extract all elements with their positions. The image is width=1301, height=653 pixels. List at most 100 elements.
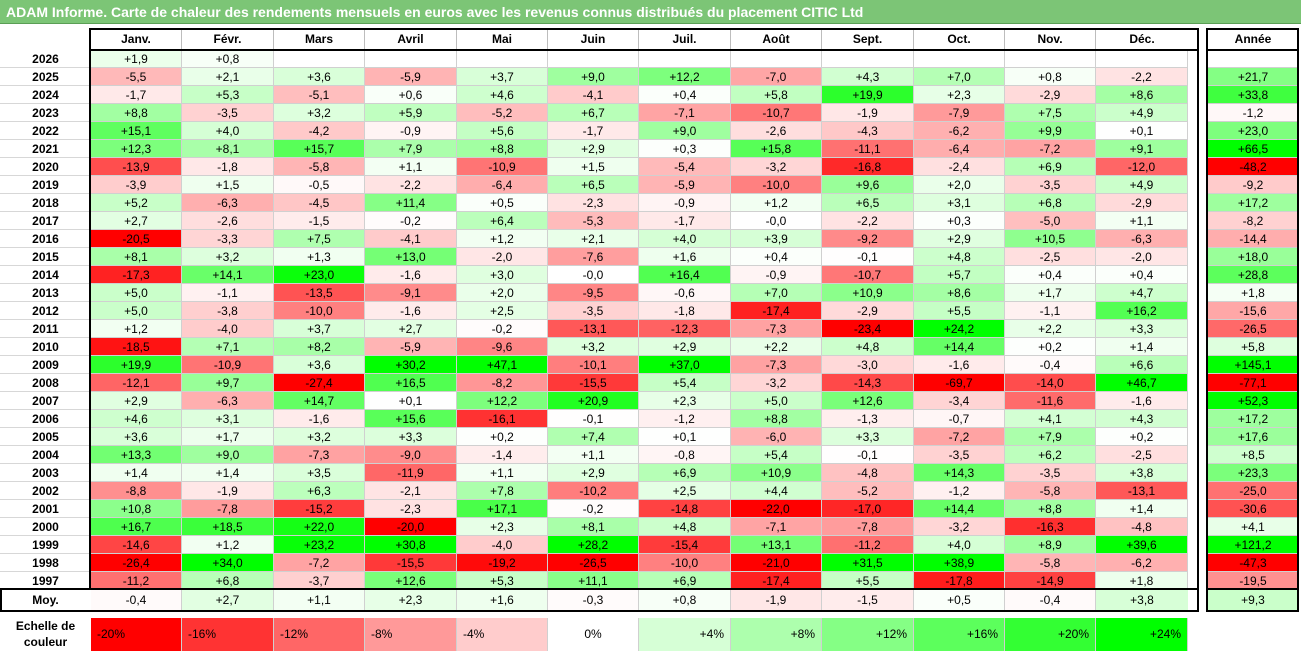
heatmap-cell: -3,5 (1005, 176, 1096, 194)
average-annual-cell: +9,3 (1208, 590, 1298, 611)
heatmap-cell: -6,0 (731, 428, 822, 446)
heatmap-cell: -15,2 (274, 500, 365, 518)
average-cell: +0,8 (639, 590, 731, 611)
heatmap-cell: -7,3 (731, 356, 822, 374)
heatmap-cell (457, 50, 548, 68)
heatmap-cell: -1,6 (914, 356, 1005, 374)
color-scale-swatch: +4% (639, 618, 731, 651)
year-label: 2000 (0, 518, 91, 536)
heatmap-cell: -1,7 (548, 122, 639, 140)
heatmap-cell: +7,1 (182, 338, 274, 356)
heatmap-cell: +3,6 (274, 356, 365, 374)
heatmap-cell: +18,5 (182, 518, 274, 536)
heatmap-cell: +6,9 (639, 572, 731, 590)
heatmap-cell: -11,1 (822, 140, 914, 158)
heatmap-cell: +5,4 (731, 446, 822, 464)
year-label: 2022 (0, 122, 91, 140)
heatmap-cell: +7,0 (914, 68, 1005, 86)
heatmap-cell: +8,6 (914, 284, 1005, 302)
annual-cell: +17,6 (1208, 428, 1298, 446)
heatmap-cell: -10,9 (457, 158, 548, 176)
heatmap-cell (1005, 50, 1096, 68)
heatmap-cell: -9,2 (822, 230, 914, 248)
heatmap-cell: +0,5 (457, 194, 548, 212)
heatmap-cell: -0,0 (548, 266, 639, 284)
heatmap-cell: -3,7 (274, 572, 365, 590)
average-cell: -0,4 (91, 590, 182, 611)
heatmap-cell: -3,2 (731, 158, 822, 176)
heatmap-cell: -2,2 (822, 212, 914, 230)
annual-cell (1208, 50, 1298, 68)
heatmap-cell: +3,3 (822, 428, 914, 446)
heatmap-cell (1096, 50, 1188, 68)
heatmap-cell: +12,2 (457, 392, 548, 410)
heatmap-cell: +7,0 (731, 284, 822, 302)
heatmap-cell: -7,1 (731, 518, 822, 536)
heatmap-cell: +0,1 (639, 428, 731, 446)
heatmap-cell: -4,0 (457, 536, 548, 554)
heatmap-cell: +28,2 (548, 536, 639, 554)
heatmap-cell: +3,9 (731, 230, 822, 248)
year-label: 2006 (0, 410, 91, 428)
heatmap-cell: +12,2 (639, 68, 731, 86)
column-header: Sept. (822, 29, 914, 50)
heatmap-cell: +6,8 (1005, 194, 1096, 212)
color-scale-swatch: -4% (457, 618, 548, 651)
heatmap-cell: +4,1 (1005, 410, 1096, 428)
heatmap-cell: +4,0 (182, 122, 274, 140)
heatmap-cell: +6,6 (1096, 356, 1188, 374)
year-label: 2014 (0, 266, 91, 284)
heatmap-cell: -12,1 (91, 374, 182, 392)
heatmap-cell: +4,3 (1096, 410, 1188, 428)
year-label: 2021 (0, 140, 91, 158)
heatmap-cell: +5,3 (457, 572, 548, 590)
year-label: 2026 (0, 50, 91, 68)
heatmap-cell: -0,2 (548, 500, 639, 518)
heatmap-cell: +1,4 (182, 464, 274, 482)
heatmap-cell: +3,1 (182, 410, 274, 428)
heatmap-cell: -5,5 (91, 68, 182, 86)
heatmap-cell: +2,7 (365, 320, 457, 338)
annual-cell: +21,7 (1208, 68, 1298, 86)
heatmap-cell: +4,9 (1096, 104, 1188, 122)
heatmap-cell: -10,7 (822, 266, 914, 284)
heatmap-cell: +0,3 (914, 212, 1005, 230)
heatmap-cell: +1,2 (731, 194, 822, 212)
heatmap-cell: +19,9 (822, 86, 914, 104)
heatmap-cell: -3,5 (914, 446, 1005, 464)
annual-cell: +121,2 (1208, 536, 1298, 554)
heatmap-cell: +9,7 (182, 374, 274, 392)
heatmap-cell: +4,8 (822, 338, 914, 356)
column-header: Mai (457, 29, 548, 50)
heatmap-cell: -4,3 (822, 122, 914, 140)
heatmap-cell: +10,9 (822, 284, 914, 302)
column-header: Juin (548, 29, 639, 50)
heatmap-cell: +9,9 (1005, 122, 1096, 140)
heatmap-cell: -23,4 (822, 320, 914, 338)
heatmap-cell: -2,0 (1096, 248, 1188, 266)
heatmap-cell: +5,5 (914, 302, 1005, 320)
column-header: Déc. (1096, 29, 1188, 50)
heatmap-cell: -15,4 (639, 536, 731, 554)
heatmap-cell: +10,8 (91, 500, 182, 518)
heatmap-cell: -17,8 (914, 572, 1005, 590)
heatmap-cell: -10,0 (274, 302, 365, 320)
heatmap-cell: +16,7 (91, 518, 182, 536)
color-scale-swatch: 0% (548, 618, 639, 651)
annual-cell: -15,6 (1208, 302, 1298, 320)
heatmap-cell: +2,2 (1005, 320, 1096, 338)
annual-cell: +66,5 (1208, 140, 1298, 158)
heatmap-cell: +10,5 (1005, 230, 1096, 248)
heatmap-cell: +0,1 (365, 392, 457, 410)
year-label: 2004 (0, 446, 91, 464)
heatmap-cell: +5,0 (91, 284, 182, 302)
heatmap-cell: -22,0 (731, 500, 822, 518)
heatmap-cell: +16,4 (639, 266, 731, 284)
heatmap-cell: -11,9 (365, 464, 457, 482)
heatmap-cell: +39,6 (1096, 536, 1188, 554)
heatmap-cell: +7,5 (274, 230, 365, 248)
heatmap-cell: -1,6 (365, 302, 457, 320)
color-scale-swatch: +16% (914, 618, 1005, 651)
average-cell: -1,5 (822, 590, 914, 611)
